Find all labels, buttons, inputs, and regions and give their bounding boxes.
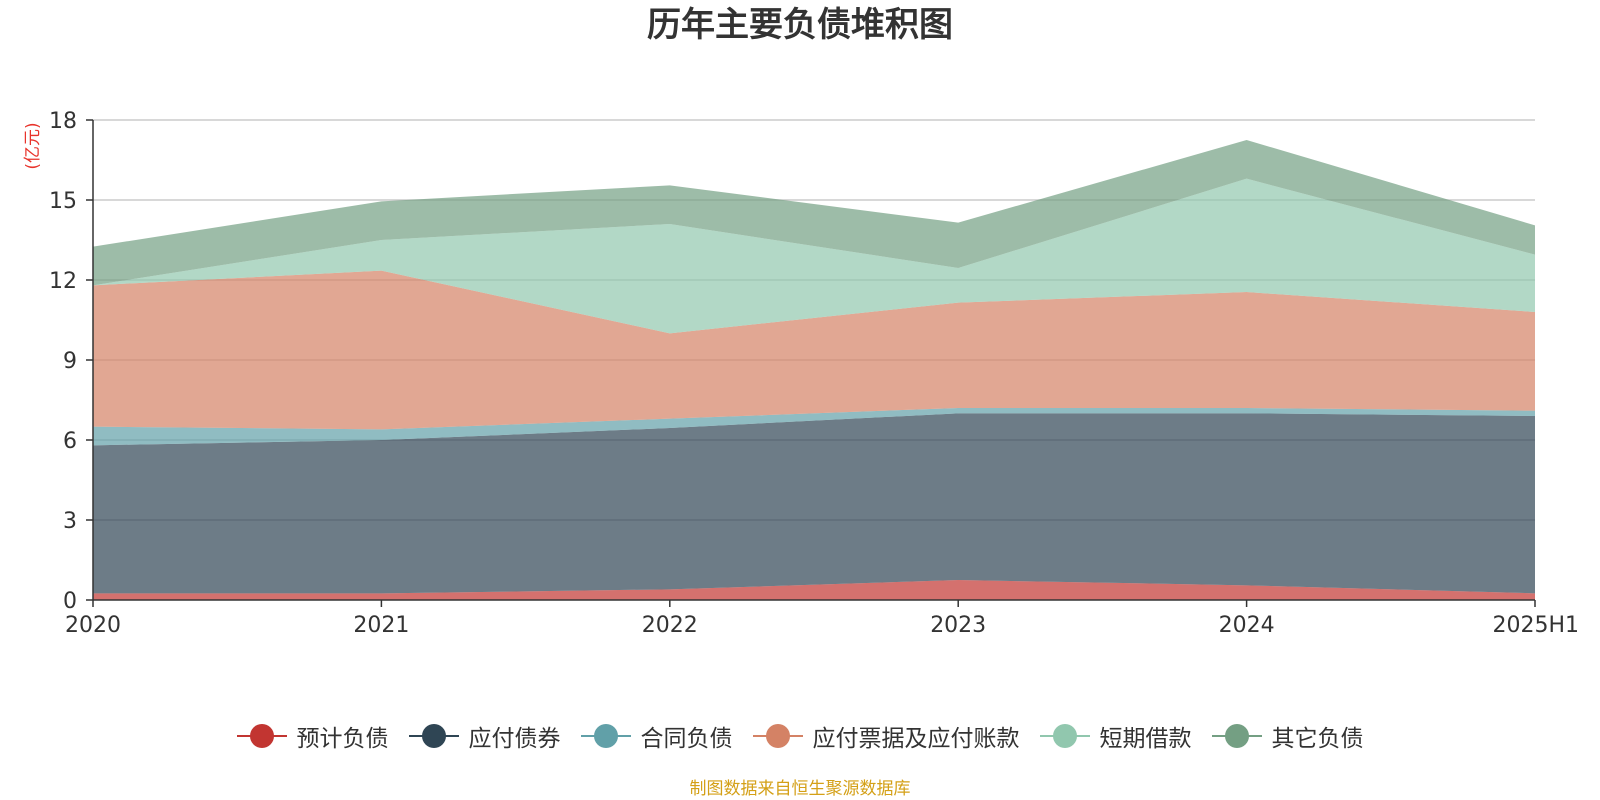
legend-marker-icon	[752, 723, 803, 749]
y-axis-unit-label: (亿元)	[23, 122, 43, 169]
area-series	[93, 580, 1535, 600]
tick-layer: 0 3 6 9 12 15 18 2020 2021 2022 2023 2024 2025H1	[49, 109, 1579, 638]
legend-label: 合同负债	[640, 726, 733, 752]
chart-title: 历年主要负债堆积图	[647, 5, 953, 45]
x-tick-label: 2022	[642, 613, 698, 638]
area-series	[93, 270, 1535, 430]
legend-dot-icon	[1224, 724, 1249, 748]
area-series	[93, 178, 1535, 334]
legend-dot-icon	[421, 724, 446, 748]
x-tick-label: 2025H1	[1492, 613, 1579, 638]
area-series	[93, 140, 1535, 286]
area-series	[93, 413, 1535, 594]
legend-dot-icon	[1052, 724, 1077, 748]
area-layer	[93, 140, 1535, 600]
x-tick-label: 2020	[65, 613, 121, 638]
y-tick-label: 6	[63, 429, 77, 454]
legend-dot-icon	[593, 724, 618, 748]
legend-label: 短期借款	[1099, 726, 1192, 752]
legend-label: 应付票据及应付账款	[812, 726, 1020, 752]
legend-label: 应付债券	[468, 726, 561, 752]
x-tick-label: 2023	[930, 613, 986, 638]
legend-item[interactable]: 应付债券	[408, 719, 561, 753]
legend-dot-icon	[765, 724, 790, 748]
legend-item[interactable]: 应付票据及应付账款	[752, 719, 1020, 753]
legend-item[interactable]: 其它负债	[1211, 719, 1364, 753]
legend-item[interactable]: 短期借款	[1039, 719, 1192, 753]
legend-label: 预计负债	[296, 726, 389, 752]
area-series	[93, 408, 1535, 446]
x-tick-label: 2024	[1219, 613, 1275, 638]
y-tick-label: 12	[49, 269, 77, 294]
legend-item[interactable]: 预计负债	[236, 719, 389, 753]
legend-marker-icon	[1211, 723, 1262, 749]
legend-marker-icon	[408, 723, 459, 749]
x-tick-label: 2021	[353, 613, 409, 638]
chart-legend: 预计负债 应付债券 合同负债 应付票据及应付账款 短期借款 其它负债	[0, 718, 1600, 754]
legend-marker-icon	[236, 723, 287, 749]
legend-label: 其它负债	[1271, 726, 1364, 752]
y-tick-label: 3	[63, 509, 77, 534]
y-tick-label: 18	[49, 109, 77, 134]
legend-marker-icon	[1039, 723, 1090, 749]
legend-dot-icon	[249, 724, 274, 748]
y-tick-label: 15	[49, 189, 77, 214]
y-tick-label: 9	[63, 349, 77, 374]
y-tick-label: 0	[63, 589, 77, 614]
legend-marker-icon	[580, 723, 631, 749]
source-note: 制图数据来自恒生聚源数据库	[689, 779, 911, 799]
legend-item[interactable]: 合同负债	[580, 719, 733, 753]
